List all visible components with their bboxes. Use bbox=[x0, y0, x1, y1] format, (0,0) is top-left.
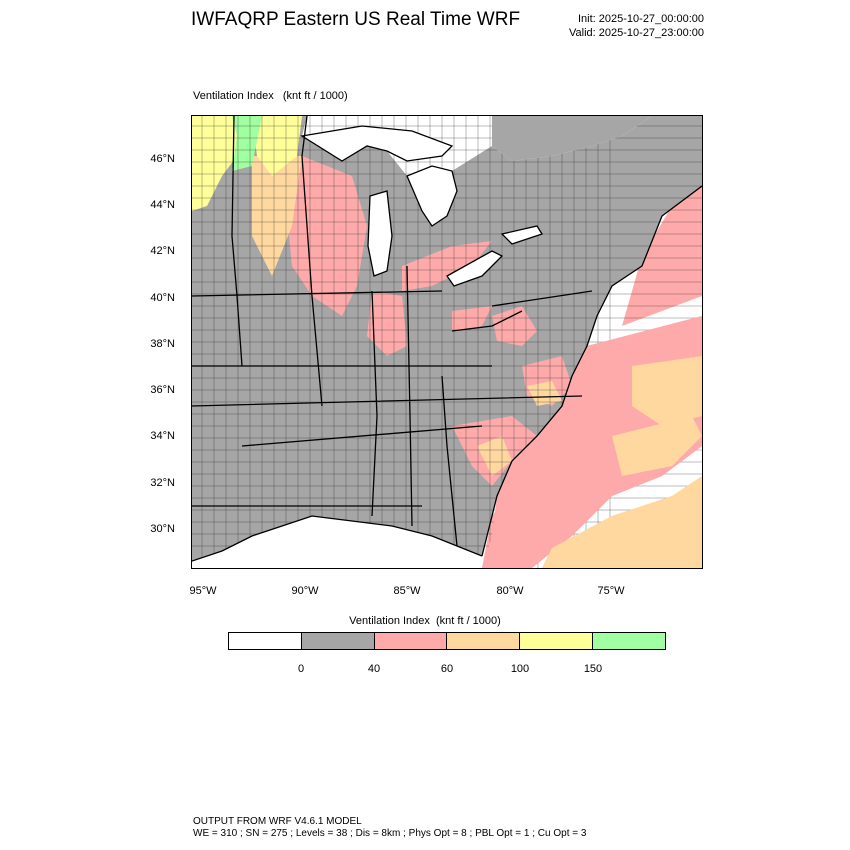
lat-label: 40°N bbox=[150, 292, 175, 304]
lat-label: 34°N bbox=[150, 430, 175, 442]
map-panel bbox=[191, 115, 703, 569]
colorbar-title: Ventilation Index (knt ft / 1000) bbox=[349, 615, 501, 627]
colorbar-cell bbox=[374, 633, 448, 649]
model-info-line2: WE = 310 ; SN = 275 ; Levels = 38 ; Dis … bbox=[193, 828, 587, 839]
lat-label: 46°N bbox=[150, 153, 175, 165]
lon-label: 90°W bbox=[291, 585, 319, 597]
lon-label: 95°W bbox=[189, 585, 217, 597]
colorbar-label: 100 bbox=[510, 663, 530, 675]
colorbar-label: 150 bbox=[583, 663, 603, 675]
colorbar-cell bbox=[593, 633, 665, 649]
lat-label: 32°N bbox=[150, 477, 175, 489]
valid-time: Valid: 2025-10-27_23:00:00 bbox=[569, 27, 704, 39]
colorbar-cell bbox=[301, 633, 375, 649]
lat-label: 38°N bbox=[150, 338, 175, 350]
colorbar-cell bbox=[447, 633, 521, 649]
ventilation-map bbox=[192, 116, 702, 568]
lon-label: 80°W bbox=[496, 585, 524, 597]
init-time: Init: 2025-10-27_00:00:00 bbox=[578, 13, 704, 25]
colorbar-label: 60 bbox=[440, 663, 454, 675]
model-info-line1: OUTPUT FROM WRF V4.6.1 MODEL bbox=[193, 816, 362, 827]
colorbar-label: 0 bbox=[297, 663, 305, 675]
lat-label: 44°N bbox=[150, 199, 175, 211]
lon-label: 75°W bbox=[597, 585, 625, 597]
colorbar-label: 40 bbox=[367, 663, 381, 675]
panel-title: Ventilation Index (knt ft / 1000) bbox=[193, 90, 348, 102]
colorbar-cell bbox=[229, 633, 302, 649]
lon-label: 85°W bbox=[393, 585, 421, 597]
colorbar bbox=[228, 632, 666, 650]
lat-label: 36°N bbox=[150, 384, 175, 396]
chart-title: IWFAQRP Eastern US Real Time WRF bbox=[191, 9, 521, 30]
lat-label: 42°N bbox=[150, 245, 175, 257]
colorbar-cell bbox=[520, 633, 594, 649]
lat-label: 30°N bbox=[150, 523, 175, 535]
